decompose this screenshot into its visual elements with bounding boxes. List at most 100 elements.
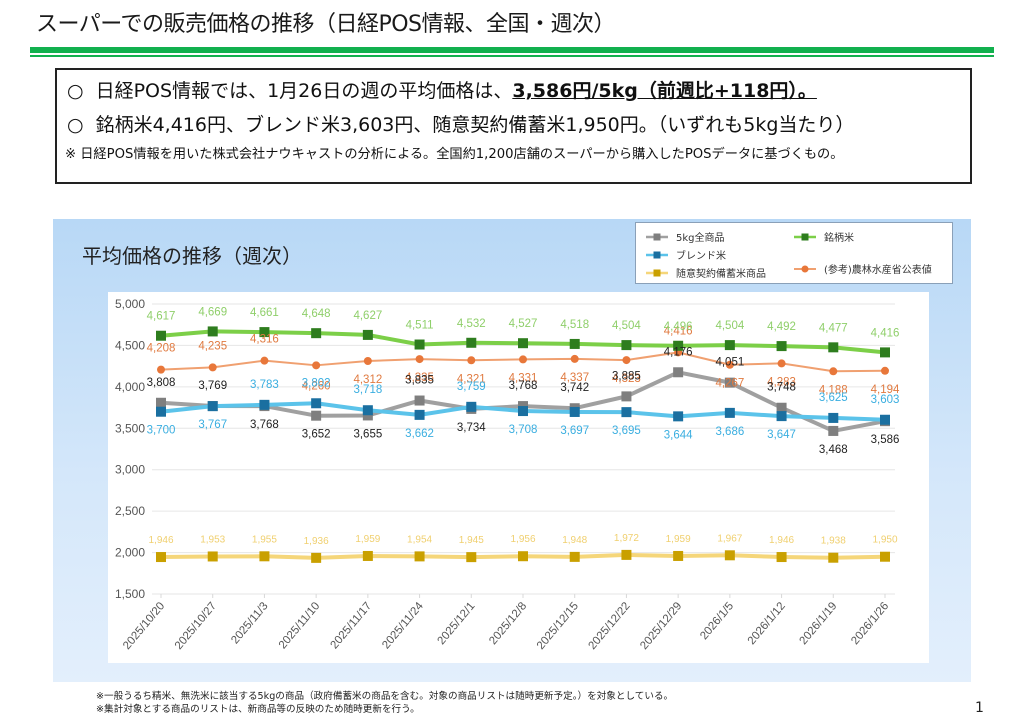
- plot-area: [108, 292, 929, 663]
- data-point-brand-rice: [466, 337, 477, 348]
- legend-marker-square-yellow-icon: [646, 269, 668, 276]
- y-tick-label: 2,000: [115, 546, 145, 560]
- data-label-brand-rice: 4,617: [147, 311, 176, 323]
- data-label-blend-rice: 3,767: [198, 419, 227, 431]
- data-point-maff-reference: [260, 356, 269, 365]
- legend-item-maff-reference: (参考)農林水産省公表値: [794, 261, 932, 276]
- data-label-brand-rice: 4,477: [819, 322, 848, 334]
- data-label-maff-reference: 4,188: [819, 384, 848, 396]
- x-tick-label: 2026/1/5: [698, 600, 736, 642]
- data-point-blend-rice: [621, 407, 632, 418]
- data-point-blend-rice: [776, 411, 787, 422]
- data-label-all-products: 3,835: [405, 375, 434, 387]
- data-label-all-products: 3,808: [147, 377, 176, 389]
- data-point-blend-rice: [207, 401, 218, 412]
- data-label-blend-rice: 3,686: [715, 426, 744, 438]
- footnote-1: ※一般うるち精米、無洗米に該当する5kgの商品（政府備蓄米の商品を含む。対象の商…: [96, 691, 674, 702]
- data-label-blend-rice: 3,783: [250, 379, 279, 391]
- data-point-brand-rice: [724, 340, 735, 351]
- page-number: 1: [975, 700, 984, 716]
- data-point-blend-rice: [259, 399, 270, 410]
- data-point-maff-reference: [881, 366, 889, 375]
- summary-line-1: ○ 日経POS情報では、1月26日の週の平均価格は、3,586円/5kg（前週比+…: [67, 76, 817, 103]
- data-label-brand-rice: 4,661: [250, 307, 279, 319]
- data-label-stockpile-rice: 1,953: [200, 534, 225, 545]
- data-label-blend-rice: 3,695: [612, 425, 641, 437]
- data-point-stockpile-rice: [362, 550, 373, 561]
- data-point-brand-rice: [880, 347, 890, 358]
- data-label-all-products: 3,768: [509, 380, 538, 392]
- legend-item-brand-rice: 銘柄米: [794, 229, 854, 244]
- data-point-maff-reference: [415, 355, 424, 364]
- data-point-all-products: [311, 410, 322, 421]
- legend-item-stockpile-rice: 随意契約備蓄米商品: [646, 265, 766, 280]
- data-label-stockpile-rice: 1,967: [717, 533, 742, 544]
- data-label-brand-rice: 4,496: [664, 321, 693, 333]
- data-label-stockpile-rice: 1,948: [562, 535, 587, 546]
- data-point-blend-rice: [466, 401, 477, 412]
- data-label-blend-rice: 3,802: [302, 377, 331, 389]
- data-label-maff-reference: 4,283: [767, 376, 796, 388]
- data-point-maff-reference: [208, 363, 217, 372]
- data-label-maff-reference: 4,267: [715, 378, 744, 390]
- data-point-stockpile-rice: [673, 550, 684, 561]
- data-point-maff-reference: [829, 367, 838, 376]
- data-point-stockpile-rice: [466, 552, 477, 563]
- data-label-maff-reference: 4,194: [871, 384, 900, 396]
- x-tick-label: 2025/10/20: [121, 600, 167, 652]
- data-label-all-products: 3,768: [250, 419, 279, 431]
- data-point-all-products: [673, 367, 684, 378]
- chart-title: 平均価格の推移（週次）: [82, 244, 302, 268]
- data-point-stockpile-rice: [724, 550, 735, 561]
- x-tick-label: 2026/1/26: [849, 600, 891, 647]
- y-tick-label: 4,500: [115, 338, 145, 352]
- x-tick-label: 2025/11/10: [277, 600, 323, 651]
- data-label-all-products: 4,051: [715, 357, 744, 369]
- data-label-brand-rice: 4,627: [353, 310, 382, 322]
- data-label-maff-reference: 4,235: [198, 340, 227, 352]
- title-rule-thin: [30, 55, 994, 57]
- data-point-stockpile-rice: [414, 551, 425, 562]
- x-tick-label: 2025/12/8: [487, 600, 529, 647]
- x-tick-label: 2025/11/3: [229, 600, 271, 646]
- data-label-maff-reference: 4,416: [664, 325, 693, 337]
- data-label-all-products: 3,734: [457, 422, 486, 434]
- data-label-maff-reference: 4,321: [457, 373, 486, 385]
- data-label-blend-rice: 3,603: [871, 394, 900, 406]
- legend-label: 随意契約備蓄米商品: [676, 269, 766, 280]
- data-label-blend-rice: 3,647: [767, 429, 796, 441]
- data-point-brand-rice: [621, 340, 632, 351]
- data-point-stockpile-rice: [518, 551, 528, 562]
- x-tick-label: 2025/12/29: [638, 600, 684, 652]
- data-label-stockpile-rice: 1,954: [407, 534, 432, 545]
- data-point-stockpile-rice: [259, 551, 270, 562]
- data-point-blend-rice: [828, 412, 839, 423]
- data-label-brand-rice: 4,511: [406, 320, 434, 332]
- data-label-stockpile-rice: 1,959: [355, 534, 380, 545]
- data-label-blend-rice: 3,662: [405, 428, 434, 440]
- data-point-maff-reference: [622, 356, 631, 365]
- data-point-brand-rice: [207, 326, 218, 337]
- bullet-circle-icon: ○: [67, 114, 84, 136]
- data-label-all-products: 3,652: [302, 429, 331, 441]
- data-point-stockpile-rice: [621, 549, 632, 560]
- data-point-blend-rice: [673, 411, 684, 422]
- data-point-all-products: [156, 397, 166, 408]
- data-label-brand-rice: 4,504: [612, 320, 641, 332]
- data-label-brand-rice: 4,504: [715, 320, 744, 332]
- data-point-blend-rice: [880, 414, 890, 425]
- data-label-maff-reference: 4,335: [405, 372, 434, 384]
- data-label-all-products: 3,742: [560, 382, 589, 394]
- data-label-stockpile-rice: 1,956: [510, 534, 535, 545]
- data-point-all-products: [776, 402, 787, 413]
- summary-highlight-price: 3,586円/5kg（前週比+118円）。: [512, 80, 817, 102]
- data-point-stockpile-rice: [776, 552, 787, 563]
- data-label-all-products: 3,885: [612, 370, 641, 382]
- summary-box: ○ 日経POS情報では、1月26日の週の平均価格は、3,586円/5kg（前週比+…: [55, 68, 972, 184]
- y-tick-label: 1,500: [115, 587, 145, 601]
- data-label-all-products: 3,769: [198, 380, 227, 392]
- data-label-maff-reference: 4,312: [353, 374, 382, 386]
- x-tick-label: 2025/12/22: [587, 600, 633, 652]
- data-point-brand-rice: [518, 338, 528, 349]
- legend-item-blend-rice: ブレンド米: [646, 247, 726, 262]
